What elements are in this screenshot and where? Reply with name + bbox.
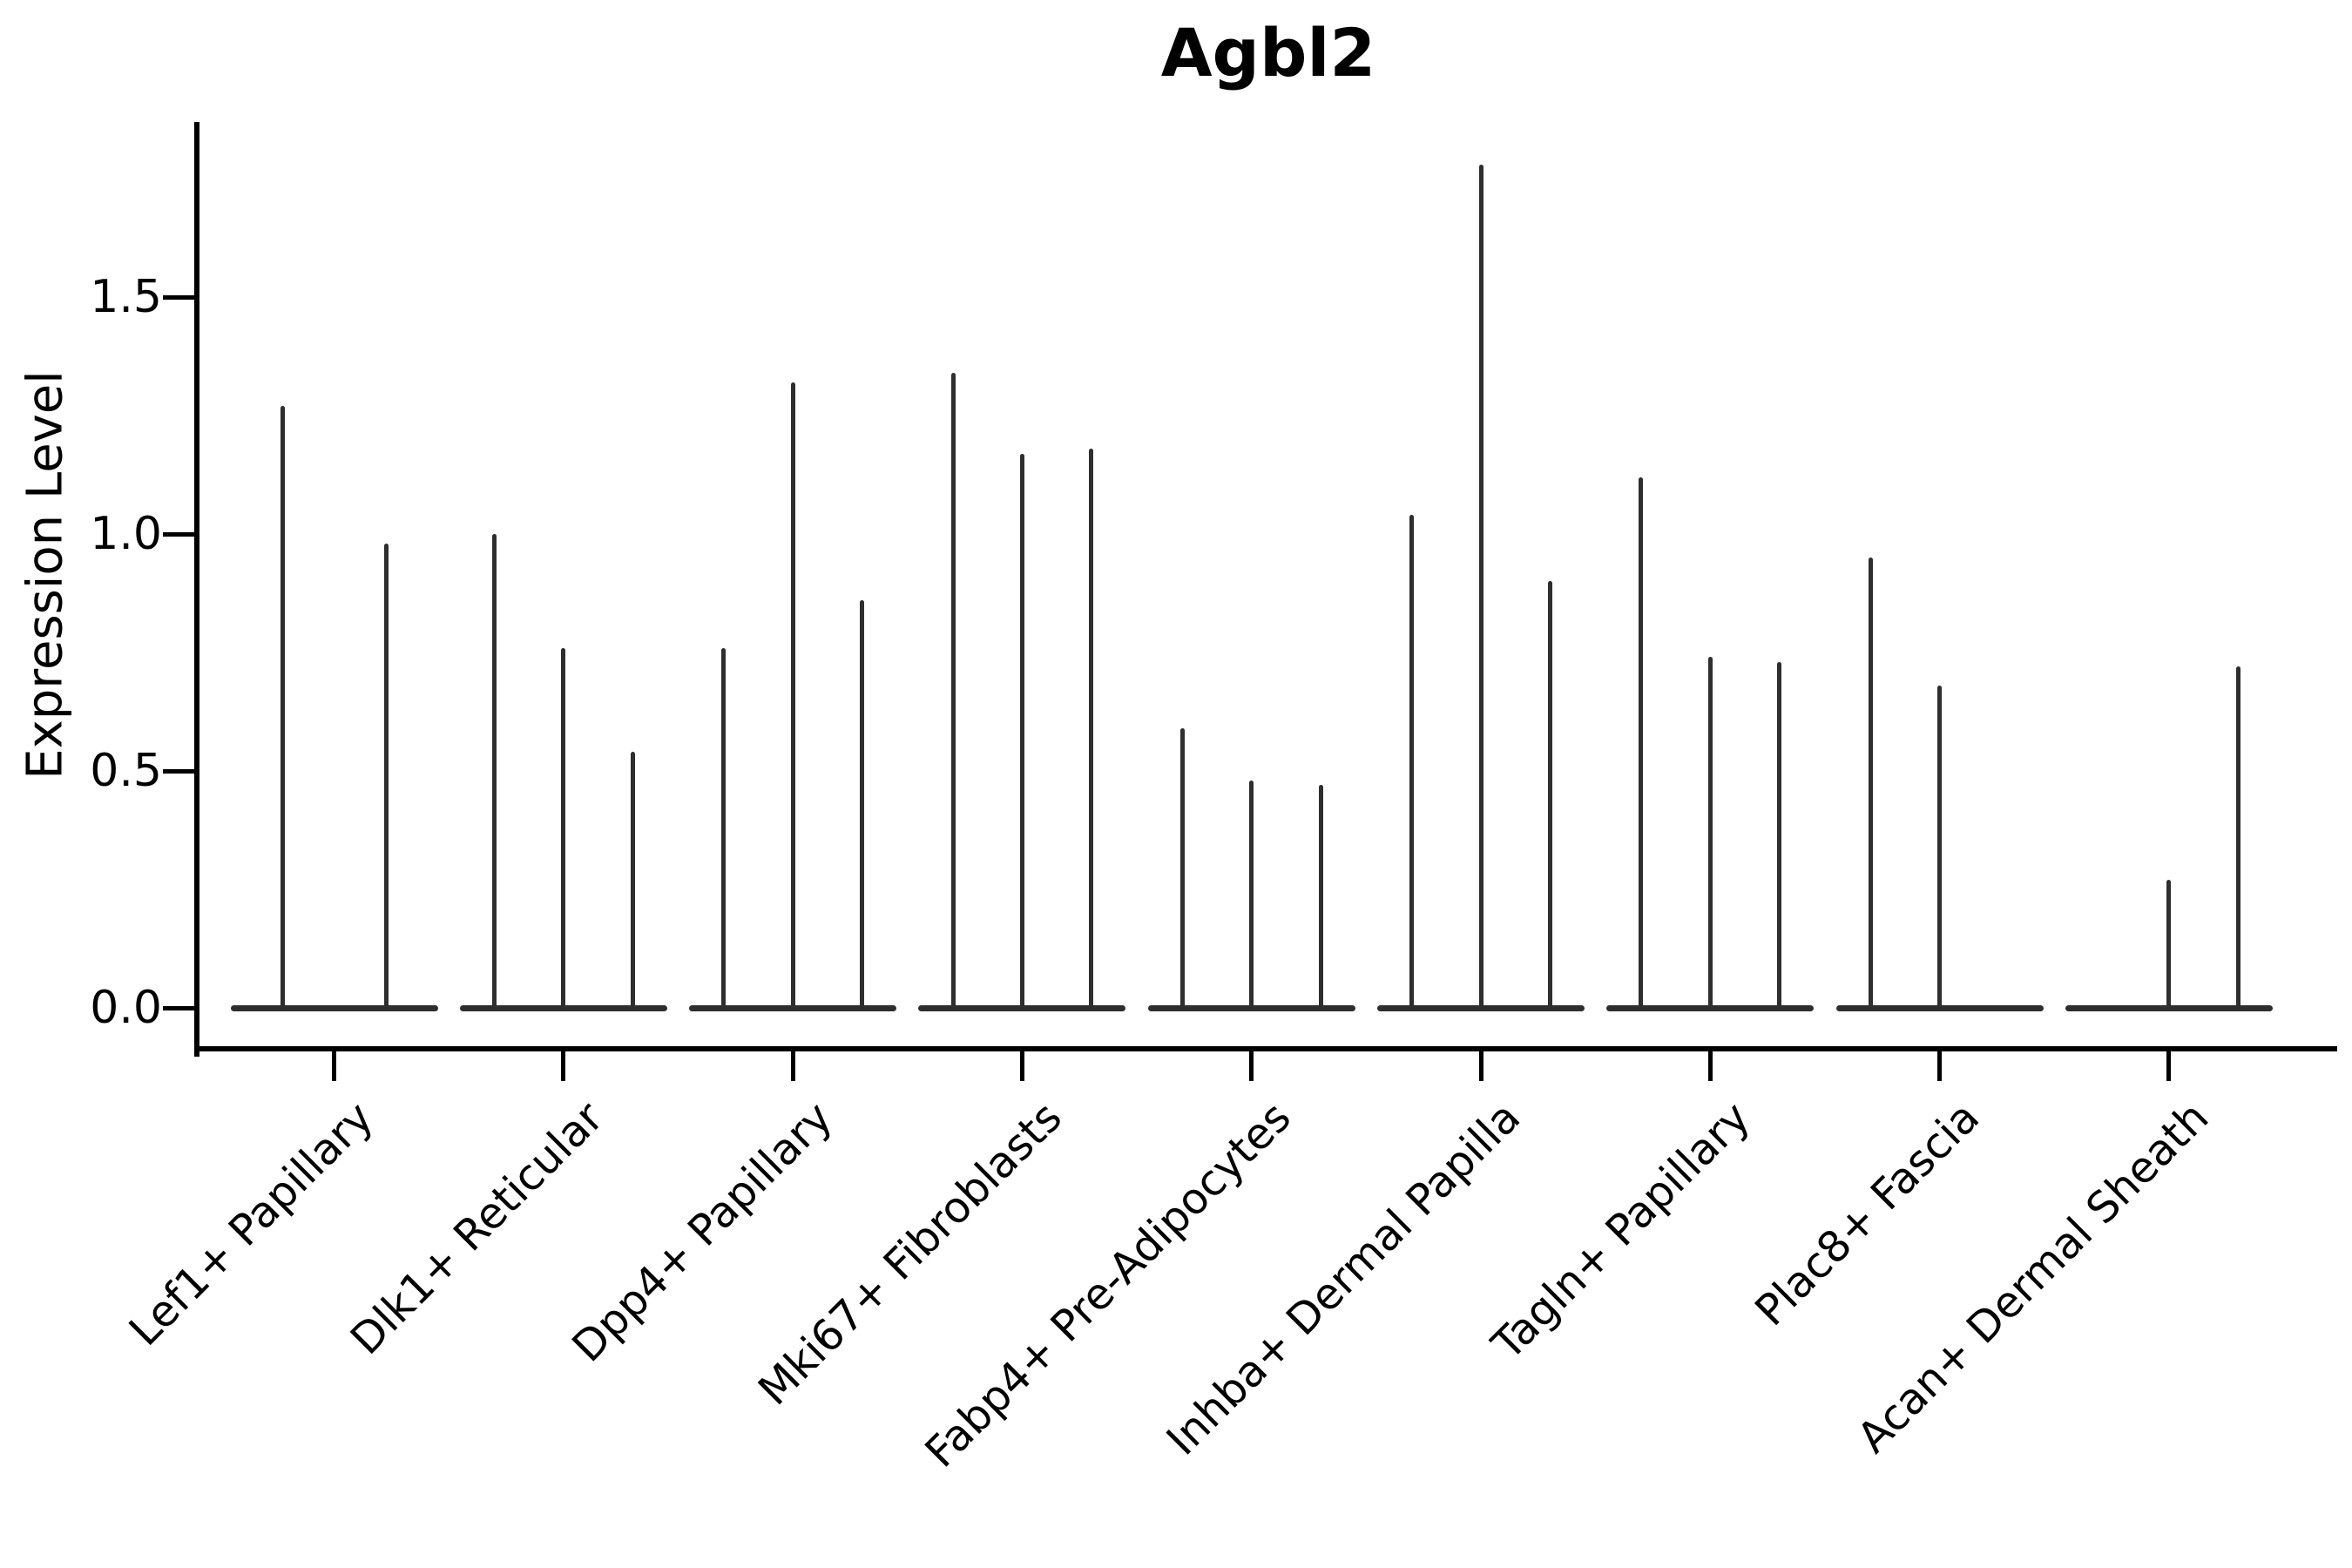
y-axis-spine — [194, 122, 199, 1057]
x-tick-mark — [332, 1051, 336, 1081]
violin-spike — [1777, 661, 1782, 1008]
violin-spike — [1179, 728, 1185, 1008]
violin-spike — [630, 752, 635, 1008]
x-tick-mark — [561, 1051, 566, 1081]
violin-spike — [1868, 558, 1873, 1008]
x-tick-label: Fabp4+ Pre-Adipocytes — [916, 1092, 1301, 1477]
violin-baseline — [1377, 1004, 1585, 1011]
x-tick-mark — [1937, 1051, 1943, 1081]
x-tick-mark — [1478, 1051, 1484, 1081]
x-tick-mark — [1707, 1051, 1713, 1081]
y-tick-label: 0.5 — [90, 745, 162, 797]
violin-spike — [491, 534, 497, 1008]
violin-spike — [859, 600, 864, 1008]
violin-spike — [383, 543, 389, 1008]
violin-baseline — [1606, 1004, 1815, 1011]
violin-spike — [1707, 657, 1713, 1008]
x-tick-mark — [2166, 1051, 2172, 1081]
y-tick-label: 0.0 — [90, 982, 162, 1034]
violin-spike — [1409, 515, 1415, 1008]
violin-baseline — [918, 1004, 1126, 1011]
violin-spike — [2235, 666, 2240, 1008]
violin-spike — [1547, 581, 1552, 1008]
violin-spike — [1639, 476, 1644, 1008]
x-tick-mark — [1019, 1051, 1024, 1081]
violin-spike — [1019, 453, 1024, 1008]
y-axis-label: Expression Level — [17, 370, 74, 780]
x-axis-spine — [194, 1046, 2337, 1051]
x-tick-label: Dlk1+ Reticular — [341, 1092, 613, 1364]
violin-baseline — [459, 1004, 667, 1011]
x-tick-mark — [1249, 1051, 1254, 1081]
chart-title: Agbl2 — [1160, 14, 1376, 91]
violin-spike — [1478, 164, 1484, 1008]
violin-spike — [1089, 449, 1094, 1008]
violin-baseline — [2065, 1004, 2273, 1011]
x-tick-label: Lef1+ Papillary — [119, 1092, 383, 1356]
violin-spike — [1318, 785, 1323, 1008]
violin-spike — [1249, 780, 1254, 1008]
violin-spike — [790, 382, 795, 1008]
violin-spike — [280, 406, 285, 1008]
violin-spike — [1937, 686, 1943, 1008]
violin-baseline — [1835, 1004, 2044, 1011]
violin-baseline — [230, 1004, 438, 1011]
y-tick-mark — [163, 531, 194, 537]
violin-baseline — [1147, 1004, 1355, 1011]
violin-spike — [721, 647, 727, 1008]
x-tick-mark — [790, 1051, 795, 1081]
violin-baseline — [689, 1004, 897, 1011]
violin-spike — [2166, 880, 2172, 1008]
y-tick-mark — [163, 1005, 194, 1010]
violin-spike — [561, 647, 566, 1008]
x-tick-label: Plac8+ Fascia — [1745, 1092, 1989, 1336]
y-tick-label: 1.0 — [90, 508, 162, 560]
x-tick-label: Tagln+ Papillary — [1482, 1092, 1760, 1370]
y-tick-mark — [163, 768, 194, 774]
violin-spike — [950, 373, 956, 1008]
y-tick-mark — [163, 294, 194, 300]
y-tick-label: 1.5 — [90, 271, 162, 323]
